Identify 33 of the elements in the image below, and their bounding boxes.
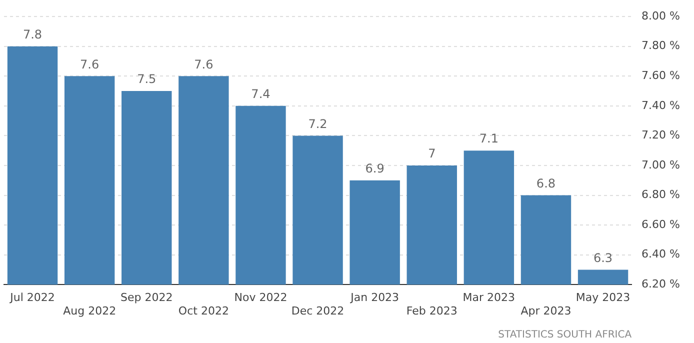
data-label: 7.5 [137,72,156,86]
data-label: 7.4 [251,87,270,102]
y-tick-label: 6.20 % [642,277,680,290]
x-tick-label: Feb 2023 [406,304,458,318]
y-tick-label: 7.20 % [642,128,680,142]
data-label: 7.1 [479,132,498,146]
x-tick-label: May 2023 [576,291,630,304]
data-label: 7.2 [308,116,328,131]
x-tick-label: Aug 2022 [63,304,116,318]
text: STATISTICS SOUTH AFRICA [498,330,632,341]
data-label: 6.3 [593,250,613,265]
data-label: 7 [428,146,436,161]
y-tick-label: 7.60 % [642,69,680,82]
data-label: 7.6 [80,57,100,72]
y-tick-label: 8.00 % [642,9,680,22]
data-label: 6.9 [365,162,384,176]
x-tick-label: Jul 2022 [9,291,55,304]
x-tick-label: Sep 2022 [120,291,173,304]
x-tick-label: Dec 2022 [291,304,344,318]
y-tick-label: 7.00 % [642,158,680,172]
x-tick-label: Jan 2023 [350,291,400,304]
y-tick-label: 7.40 % [642,98,680,112]
x-tick-label: Oct 2022 [178,304,229,318]
data-label: 7.8 [22,28,42,42]
y-tick-label: 6.40 % [642,248,680,261]
y-tick-label: 7.80 % [642,39,680,52]
x-tick-label: Mar 2023 [462,291,516,304]
y-tick-label: 6.80 % [642,188,680,202]
data-label: 7.6 [194,57,214,72]
x-tick-label: Apr 2023 [520,304,572,318]
x-tick-label: Nov 2022 [234,291,288,304]
y-tick-label: 6.60 % [642,218,680,231]
data-label: 6.8 [536,176,556,190]
